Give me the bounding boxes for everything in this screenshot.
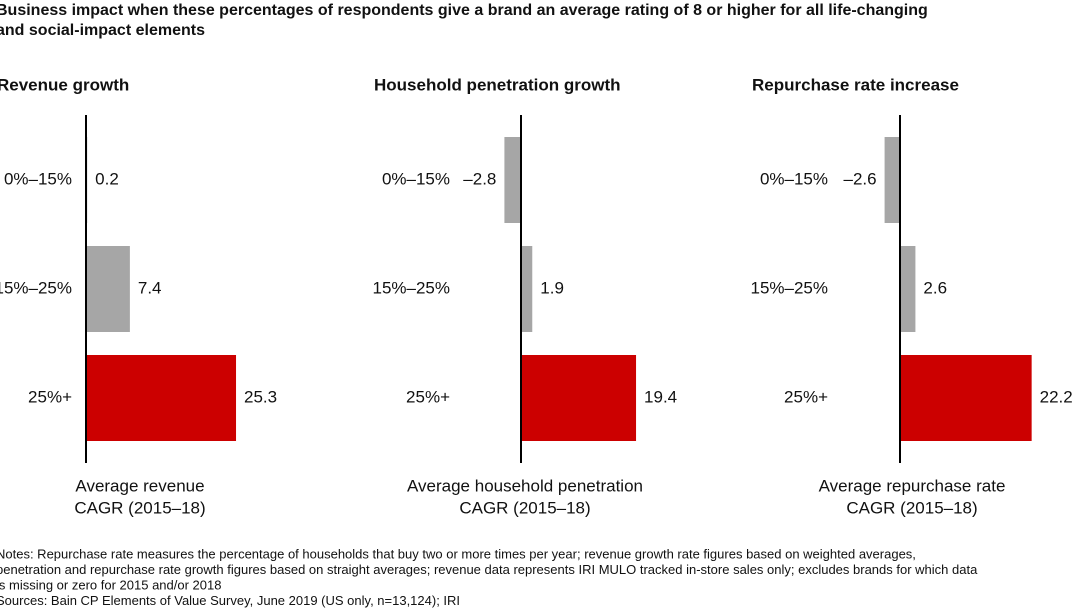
category-label: 25%+ <box>406 387 450 406</box>
bar <box>504 137 521 223</box>
bar <box>900 355 1032 441</box>
value-label: 25.3 <box>244 387 277 406</box>
category-label: 25%+ <box>28 387 72 406</box>
value-label: 0.2 <box>95 169 119 188</box>
bar <box>86 246 130 332</box>
value-label: –2.8 <box>463 169 496 188</box>
category-label: 0%–15% <box>382 169 450 188</box>
panel-title: Repurchase rate increase <box>752 75 959 94</box>
panel-title: Household penetration growth <box>374 75 621 94</box>
category-label: 15%–25% <box>750 278 828 297</box>
bar <box>884 137 900 223</box>
value-label: 1.9 <box>540 278 564 297</box>
category-label: 15%–25% <box>372 278 450 297</box>
value-label: 19.4 <box>644 387 677 406</box>
category-label: 0%–15% <box>4 169 72 188</box>
x-axis-label: CAGR (2015–18) <box>74 498 205 517</box>
bar <box>521 246 533 332</box>
x-axis-label: Average revenue <box>75 476 204 495</box>
value-label: 7.4 <box>138 278 162 297</box>
note: Sources: Bain CP Elements of Value Surve… <box>0 593 460 608</box>
bar <box>900 246 916 332</box>
x-axis-label: CAGR (2015–18) <box>459 498 590 517</box>
note: penetration and repurchase rate growth f… <box>0 562 978 577</box>
panel-title: Revenue growth <box>0 75 129 94</box>
category-label: 0%–15% <box>760 169 828 188</box>
note: Notes: Repurchase rate measures the perc… <box>0 546 916 561</box>
bar <box>86 355 237 441</box>
x-axis-label: CAGR (2015–18) <box>846 498 977 517</box>
bar <box>521 355 637 441</box>
value-label: –2.6 <box>843 169 876 188</box>
value-label: 22.2 <box>1040 387 1073 406</box>
note: is missing or zero for 2015 and/or 2018 <box>0 577 221 592</box>
value-label: 2.6 <box>923 278 947 297</box>
chart-title: Business impact when these percentages o… <box>0 2 928 19</box>
category-label: 15%–25% <box>0 278 72 297</box>
x-axis-label: Average household penetration <box>407 476 643 495</box>
chart-title: and social-impact elements <box>0 22 205 39</box>
category-label: 25%+ <box>784 387 828 406</box>
x-axis-label: Average repurchase rate <box>819 476 1006 495</box>
